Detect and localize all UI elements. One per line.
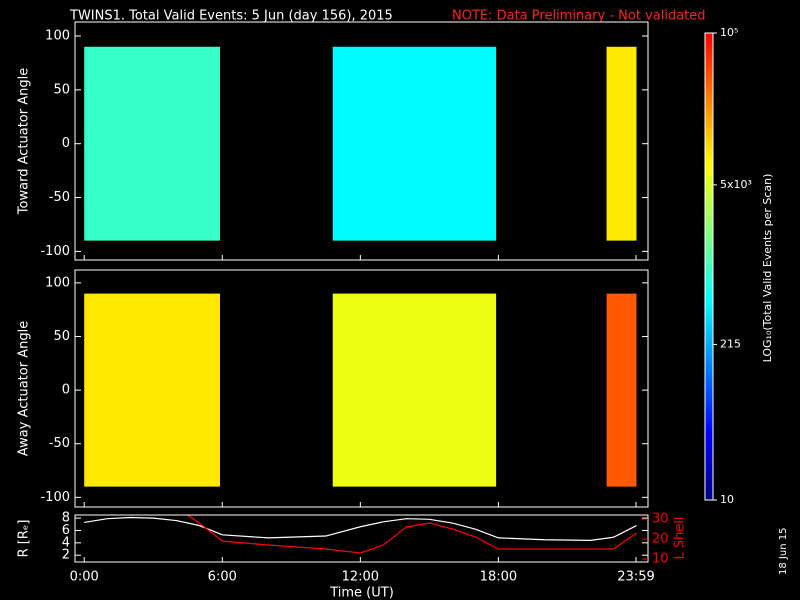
y2-tick-label: 10	[652, 552, 669, 567]
axes-frame	[74, 269, 649, 508]
y-tick-label: 0	[62, 136, 70, 151]
colorbar	[704, 32, 714, 501]
x-axis-label: Time (UT)	[329, 586, 394, 600]
colorbar-tick-label: 10⁵	[720, 26, 738, 39]
y2-tick-label: 30	[652, 512, 669, 527]
y-tick-label: 100	[45, 29, 70, 44]
y-tick-label: -50	[49, 190, 70, 205]
note: NOTE: Data Preliminary - Not validated	[452, 9, 706, 24]
colorbar-tick-label: 5x10³	[720, 178, 752, 191]
y-axis-label: Toward Actuator Angle	[17, 68, 32, 215]
line	[84, 516, 637, 541]
colorbar-tick-label: 215	[720, 337, 741, 350]
heatmap-cell	[84, 293, 220, 487]
x-tick-label: 18:00	[480, 570, 517, 585]
heatmap-cell	[84, 46, 220, 241]
heatmap-cell	[606, 46, 637, 241]
heatmap-cell	[332, 293, 497, 487]
y2-axis-label: L Shell	[673, 516, 688, 559]
y-axis-label: Away Actuator Angle	[17, 321, 32, 456]
y-tick-label: 50	[53, 329, 70, 344]
date-stamp: 18 Jun 15	[778, 528, 789, 575]
y-tick-label: 6	[62, 523, 70, 538]
x-tick-label: 12:00	[342, 570, 379, 585]
colorbar-label: LOG₁₀(Total Valid Events per Scan)	[761, 174, 774, 363]
y-tick-label: 0	[62, 383, 70, 398]
x-tick-label: 0:00	[70, 570, 99, 585]
x-tick-label: 23:59	[617, 570, 654, 585]
title: TWINS1. Total Valid Events: 5 Jun (day 1…	[69, 9, 393, 24]
y-tick-label: 100	[45, 275, 70, 290]
colorbar-tick-label: 10	[720, 493, 734, 506]
y-tick-label: 50	[53, 82, 70, 97]
y-tick-label: 4	[62, 535, 70, 550]
axes-frame	[74, 21, 649, 261]
plot-area	[84, 515, 637, 554]
heatmap-cell	[606, 293, 637, 487]
y-tick-label: -100	[40, 490, 70, 505]
y-tick-label: 2	[62, 548, 70, 563]
heatmap-cell	[332, 46, 497, 241]
y-axis-label: R [Rₑ]	[17, 520, 32, 558]
axes-frame	[74, 514, 649, 563]
line	[186, 515, 637, 554]
y2-tick-label: 20	[652, 532, 669, 547]
y-tick-label: -100	[40, 244, 70, 259]
y-tick-label: 8	[62, 511, 70, 526]
x-tick-label: 6:00	[208, 570, 237, 585]
y-tick-label: -50	[49, 436, 70, 451]
